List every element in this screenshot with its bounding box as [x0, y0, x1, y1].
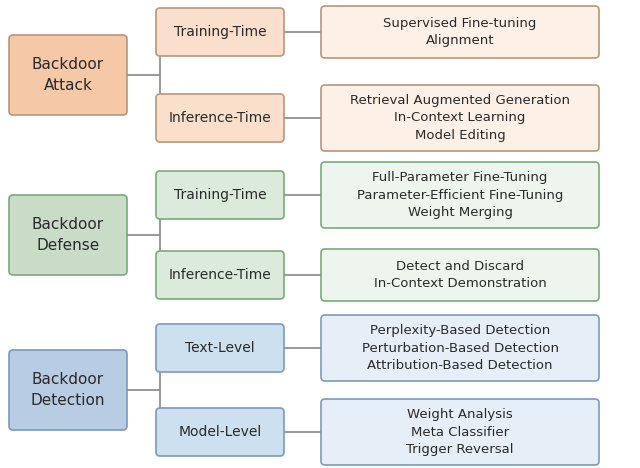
FancyBboxPatch shape [156, 324, 284, 372]
Text: Supervised Fine-tuning
Alignment: Supervised Fine-tuning Alignment [383, 17, 537, 47]
Text: Text-Level: Text-Level [185, 341, 255, 355]
Text: Perplexity-Based Detection
Perturbation-Based Detection
Attribution-Based Detect: Perplexity-Based Detection Perturbation-… [362, 324, 559, 372]
FancyBboxPatch shape [9, 35, 127, 115]
FancyBboxPatch shape [321, 6, 599, 58]
Text: Backdoor
Defense: Backdoor Defense [32, 217, 104, 253]
FancyBboxPatch shape [156, 408, 284, 456]
FancyBboxPatch shape [321, 85, 599, 151]
Text: Inference-Time: Inference-Time [168, 111, 271, 125]
Text: Retrieval Augmented Generation
In-Context Learning
Model Editing: Retrieval Augmented Generation In-Contex… [350, 94, 570, 142]
FancyBboxPatch shape [9, 350, 127, 430]
FancyBboxPatch shape [156, 171, 284, 219]
Text: Inference-Time: Inference-Time [168, 268, 271, 282]
FancyBboxPatch shape [156, 8, 284, 56]
Text: Backdoor
Attack: Backdoor Attack [32, 57, 104, 93]
FancyBboxPatch shape [9, 195, 127, 275]
FancyBboxPatch shape [156, 251, 284, 299]
FancyBboxPatch shape [321, 315, 599, 381]
Text: Backdoor
Detection: Backdoor Detection [31, 373, 105, 408]
FancyBboxPatch shape [321, 399, 599, 465]
Text: Detect and Discard
In-Context Demonstration: Detect and Discard In-Context Demonstrat… [374, 260, 547, 290]
Text: Training-Time: Training-Time [173, 188, 266, 202]
FancyBboxPatch shape [321, 162, 599, 228]
FancyBboxPatch shape [156, 94, 284, 142]
Text: Model-Level: Model-Level [179, 425, 262, 439]
FancyBboxPatch shape [321, 249, 599, 301]
Text: Full-Parameter Fine-Tuning
Parameter-Efficient Fine-Tuning
Weight Merging: Full-Parameter Fine-Tuning Parameter-Eff… [357, 171, 563, 219]
Text: Weight Analysis
Meta Classifier
Trigger Reversal: Weight Analysis Meta Classifier Trigger … [406, 408, 514, 456]
Text: Training-Time: Training-Time [173, 25, 266, 39]
